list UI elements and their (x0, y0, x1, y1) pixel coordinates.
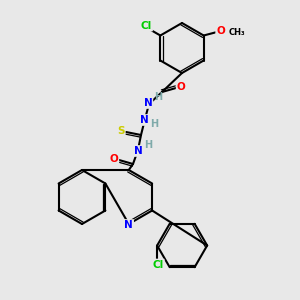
Text: Cl: Cl (152, 260, 164, 269)
Text: H: H (144, 140, 152, 150)
Text: CH₃: CH₃ (229, 28, 245, 37)
Text: N: N (134, 146, 142, 156)
Text: H: H (154, 92, 162, 102)
Text: N: N (140, 115, 148, 125)
Text: O: O (110, 154, 118, 164)
Text: S: S (117, 126, 125, 136)
Text: N: N (144, 98, 152, 108)
Text: H: H (150, 119, 158, 129)
Text: Cl: Cl (141, 21, 152, 31)
Text: N: N (124, 220, 133, 230)
Text: O: O (216, 26, 225, 36)
Text: O: O (177, 82, 185, 92)
